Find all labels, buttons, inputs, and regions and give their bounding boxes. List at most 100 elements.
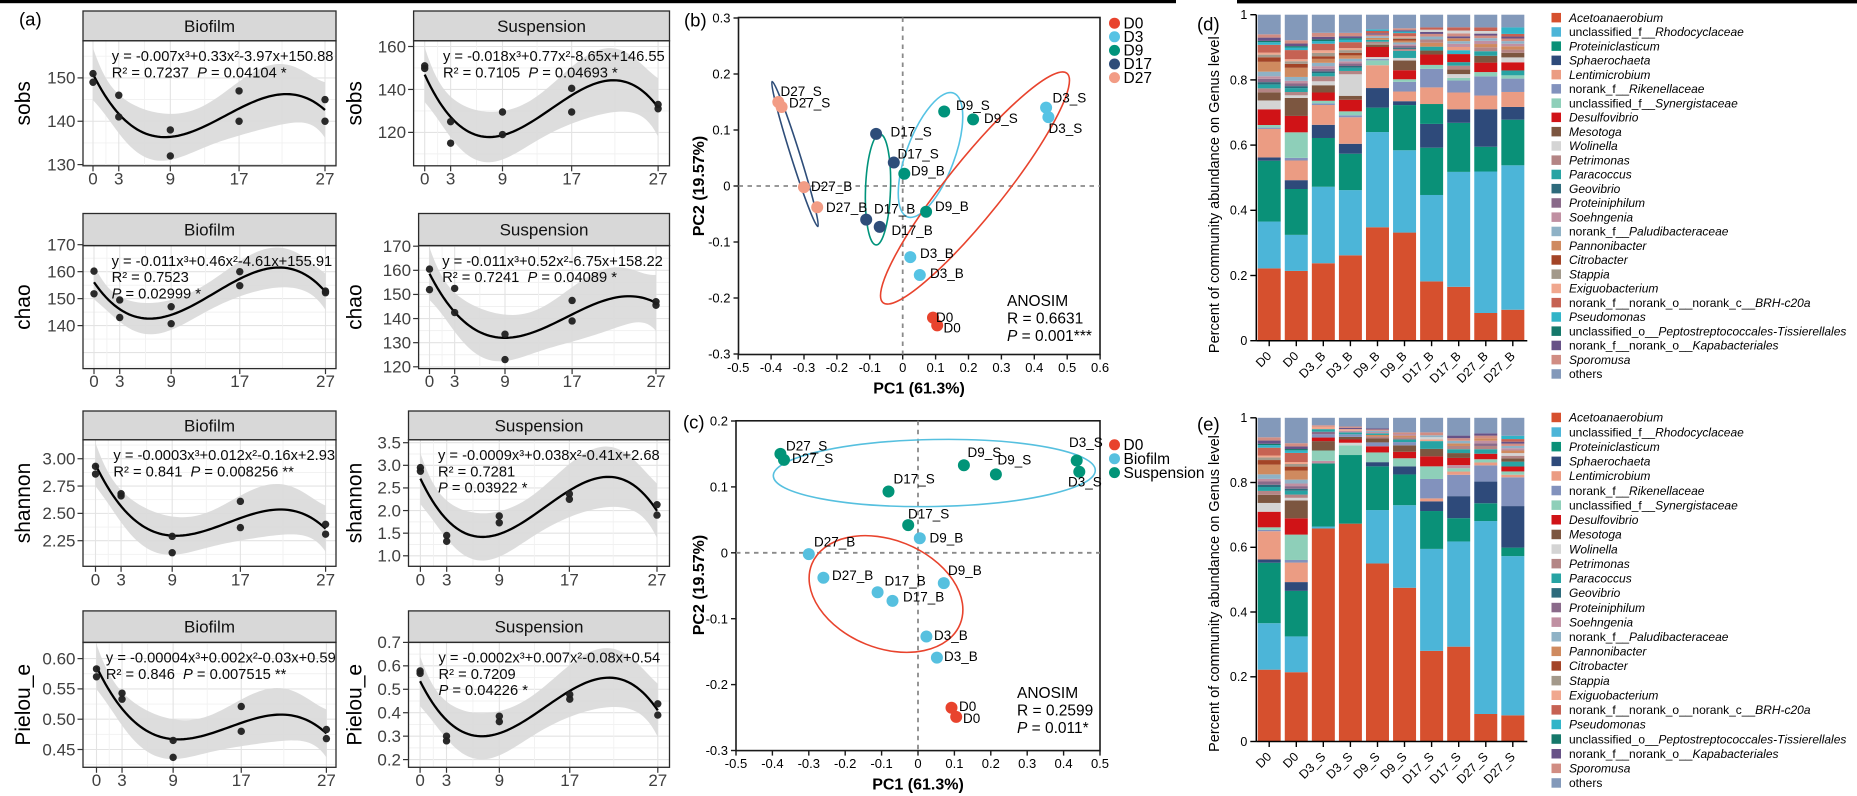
svg-text:0: 0 xyxy=(723,179,730,194)
svg-text:Biofilm: Biofilm xyxy=(184,416,235,435)
svg-text:P = 0.001***: P = 0.001*** xyxy=(1007,328,1092,345)
svg-text:shannon: shannon xyxy=(344,463,367,544)
svg-text:9: 9 xyxy=(166,372,175,391)
svg-text:P = 0.04226 *: P = 0.04226 * xyxy=(439,683,529,699)
svg-text:27: 27 xyxy=(316,372,335,391)
svg-text:Lentimicrobium: Lentimicrobium xyxy=(1569,469,1650,483)
svg-text:-0.3: -0.3 xyxy=(706,743,728,758)
svg-text:D27: D27 xyxy=(1124,70,1152,87)
svg-text:Citrobacter: Citrobacter xyxy=(1569,253,1629,267)
svg-text:D3_S: D3_S xyxy=(1069,435,1103,450)
svg-text:D0: D0 xyxy=(963,711,980,726)
svg-text:0: 0 xyxy=(721,545,728,560)
svg-text:0.50: 0.50 xyxy=(42,710,75,729)
svg-text:0.8: 0.8 xyxy=(1230,476,1247,490)
svg-text:130: 130 xyxy=(383,333,411,352)
svg-text:Pielou_e: Pielou_e xyxy=(344,664,367,746)
svg-text:1.0: 1.0 xyxy=(377,547,401,566)
svg-text:Mesotoga: Mesotoga xyxy=(1569,528,1622,542)
svg-text:0.4: 0.4 xyxy=(1025,360,1043,375)
svg-text:0.60: 0.60 xyxy=(42,649,75,668)
svg-text:D9_S: D9_S xyxy=(984,111,1018,126)
svg-text:y = -0.00004x³+0.002x²-0.03x+0: y = -0.00004x³+0.002x²-0.03x+0.59 xyxy=(106,651,336,667)
svg-text:R = 0.2599: R = 0.2599 xyxy=(1017,703,1093,720)
svg-text:160: 160 xyxy=(383,261,411,280)
svg-text:Mesotoga: Mesotoga xyxy=(1569,125,1622,139)
svg-text:y = -0.011x³+0.52x²-6.75x+158.: y = -0.011x³+0.52x²-6.75x+158.22 xyxy=(442,254,663,270)
svg-text:R² = 0.7281: R² = 0.7281 xyxy=(438,464,515,480)
svg-text:0.1: 0.1 xyxy=(927,360,945,375)
svg-text:R² = 0.7523: R² = 0.7523 xyxy=(112,270,189,286)
svg-text:norank_f__norank_o__Kapabacter: norank_f__norank_o__Kapabacteriales xyxy=(1569,339,1779,353)
svg-text:Biofilm: Biofilm xyxy=(184,618,235,637)
svg-text:Petrimonas: Petrimonas xyxy=(1569,557,1630,571)
svg-text:9: 9 xyxy=(498,169,507,188)
svg-text:0.6: 0.6 xyxy=(377,657,401,676)
svg-text:norank_f__Rikenellaceae: norank_f__Rikenellaceae xyxy=(1569,82,1705,96)
svg-text:-0.4: -0.4 xyxy=(760,360,782,375)
svg-text:chao: chao xyxy=(344,284,367,330)
svg-text:3: 3 xyxy=(116,571,125,590)
svg-text:Percent of community abundance: Percent of community abundance on Genus … xyxy=(1207,435,1223,752)
svg-text:Soehngenia: Soehngenia xyxy=(1569,210,1633,224)
svg-text:D27_B: D27_B xyxy=(814,535,855,550)
svg-text:unclassified_f__Rhodocyclaceae: unclassified_f__Rhodocyclaceae xyxy=(1569,25,1744,39)
svg-text:27: 27 xyxy=(316,571,335,590)
svg-text:0.6: 0.6 xyxy=(1230,139,1247,153)
svg-text:140: 140 xyxy=(383,309,411,328)
svg-text:0.2: 0.2 xyxy=(1230,269,1247,283)
svg-text:3.00: 3.00 xyxy=(42,450,75,469)
svg-text:0.2: 0.2 xyxy=(377,750,401,769)
svg-text:Sphaerochaeta: Sphaerochaeta xyxy=(1569,54,1651,68)
svg-text:(b): (b) xyxy=(684,10,707,31)
svg-text:Lentimicrobium: Lentimicrobium xyxy=(1569,68,1650,82)
svg-text:PC1 (61.3%): PC1 (61.3%) xyxy=(873,381,965,398)
svg-text:27: 27 xyxy=(649,169,668,188)
svg-text:ANOSIM: ANOSIM xyxy=(1017,685,1078,702)
svg-text:0.1: 0.1 xyxy=(945,756,963,771)
svg-text:Stappia: Stappia xyxy=(1569,267,1610,281)
svg-text:D27_S: D27_S xyxy=(786,439,827,454)
svg-text:2.50: 2.50 xyxy=(42,504,75,523)
svg-text:others: others xyxy=(1569,776,1602,790)
svg-text:D17_B: D17_B xyxy=(874,202,915,217)
svg-text:y = -0.0002x³+0.007x²-0.08x+0.: y = -0.0002x³+0.007x²-0.08x+0.54 xyxy=(439,651,661,667)
svg-text:R = 0.6631: R = 0.6631 xyxy=(1007,311,1083,328)
svg-text:D3_B: D3_B xyxy=(920,246,954,261)
svg-text:P = 0.03922 *: P = 0.03922 * xyxy=(438,481,528,497)
svg-text:D27_S: D27_S xyxy=(789,96,830,111)
svg-text:0.5: 0.5 xyxy=(377,680,401,699)
svg-text:Stappia: Stappia xyxy=(1569,674,1610,688)
svg-text:0: 0 xyxy=(420,169,429,188)
svg-text:3: 3 xyxy=(115,372,124,391)
svg-text:3: 3 xyxy=(446,169,455,188)
svg-text:Citrobacter: Citrobacter xyxy=(1569,659,1629,673)
svg-text:D17_S: D17_S xyxy=(908,507,949,522)
svg-text:0.2: 0.2 xyxy=(710,414,728,429)
svg-text:9: 9 xyxy=(166,169,175,188)
svg-text:Acetoanaerobium: Acetoanaerobium xyxy=(1568,11,1663,25)
svg-text:D0: D0 xyxy=(1124,437,1144,454)
svg-text:2.0: 2.0 xyxy=(377,501,401,520)
svg-text:Proteiniclasticum: Proteiniclasticum xyxy=(1569,440,1660,454)
svg-text:9: 9 xyxy=(500,372,509,391)
svg-text:0: 0 xyxy=(1240,334,1247,348)
svg-text:9: 9 xyxy=(168,771,177,790)
svg-text:Percent of community abundance: Percent of community abundance on Genus … xyxy=(1207,36,1223,353)
svg-text:3.0: 3.0 xyxy=(377,456,401,475)
svg-text:0.3: 0.3 xyxy=(1018,756,1036,771)
svg-text:0: 0 xyxy=(914,756,921,771)
svg-text:norank_f__Paludibacteraceae: norank_f__Paludibacteraceae xyxy=(1569,225,1729,239)
svg-text:Desulfovibrio: Desulfovibrio xyxy=(1569,111,1639,125)
svg-text:Proteiniphilum: Proteiniphilum xyxy=(1569,196,1645,210)
svg-text:1.5: 1.5 xyxy=(377,524,401,543)
svg-text:R² = 0.846 P = 0.007515 **: R² = 0.846 P = 0.007515 ** xyxy=(106,667,287,683)
svg-text:0: 0 xyxy=(91,571,100,590)
svg-text:0.6: 0.6 xyxy=(1230,541,1247,555)
svg-text:-0.5: -0.5 xyxy=(725,756,747,771)
svg-text:3: 3 xyxy=(442,771,451,790)
svg-text:R² = 0.7237 P = 0.04104 *: R² = 0.7237 P = 0.04104 * xyxy=(112,65,287,81)
svg-text:(a): (a) xyxy=(19,9,42,30)
svg-text:9: 9 xyxy=(495,571,504,590)
svg-text:170: 170 xyxy=(383,237,411,256)
